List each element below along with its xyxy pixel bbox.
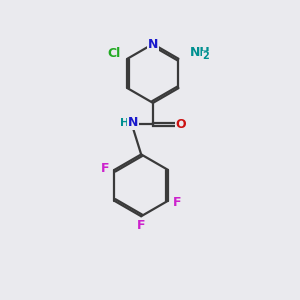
- Text: F: F: [137, 219, 146, 232]
- Text: O: O: [175, 118, 186, 130]
- Text: N: N: [148, 38, 158, 50]
- Text: Cl: Cl: [108, 47, 121, 60]
- Text: F: F: [101, 162, 109, 175]
- Text: H: H: [120, 118, 129, 128]
- Text: 2: 2: [202, 51, 209, 62]
- Text: F: F: [173, 196, 182, 209]
- Text: NH: NH: [190, 46, 210, 59]
- Text: N: N: [128, 116, 138, 129]
